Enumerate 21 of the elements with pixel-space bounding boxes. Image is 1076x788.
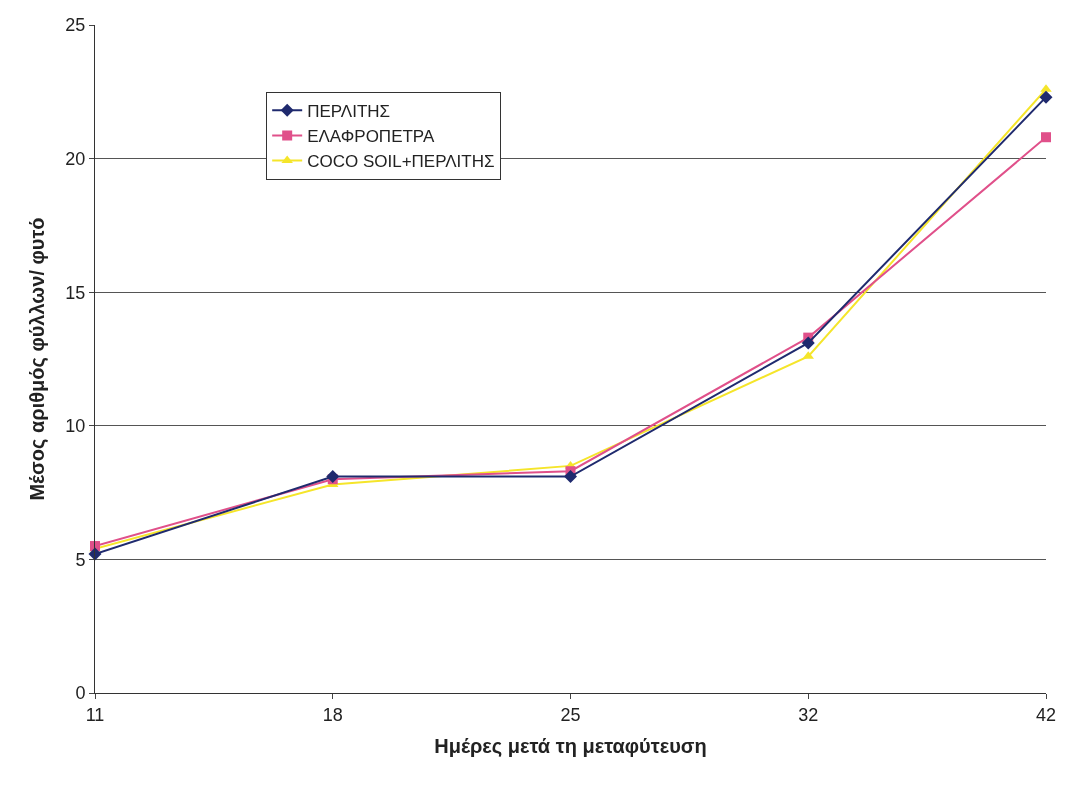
x-tick-label: 25 (560, 704, 581, 725)
y-axis-title: Μέσος αριθμός φύλλων/ φυτό (25, 217, 48, 501)
point (801, 336, 815, 350)
y-tick-label: 0 (75, 683, 86, 704)
x-tick-label: 18 (322, 704, 343, 725)
legend-label: COCO SOIL+ΠΕΡΛΙΤΗΣ (307, 152, 495, 172)
x-tick-label: 32 (798, 704, 819, 725)
y-tick-label: 25 (65, 15, 86, 36)
point (1041, 132, 1051, 143)
y-tick-label: 20 (65, 148, 86, 169)
x-tick-label: 42 (1035, 704, 1057, 725)
legend-label: ΕΛΑΦΡΟΠΕΤΡΑ (307, 127, 435, 147)
y-tick-label: 10 (65, 416, 86, 437)
y-tick-label: 5 (75, 549, 86, 570)
x-tick-label: 11 (85, 704, 105, 725)
point (1039, 90, 1053, 104)
point (564, 470, 577, 484)
y-tick-label: 15 (65, 282, 86, 303)
point (326, 470, 340, 484)
x-axis-title: Ημέρες μετά τη μεταφύτευση (434, 735, 707, 758)
legend-label: ΠΕΡΛΙΤΗΣ (307, 101, 391, 121)
